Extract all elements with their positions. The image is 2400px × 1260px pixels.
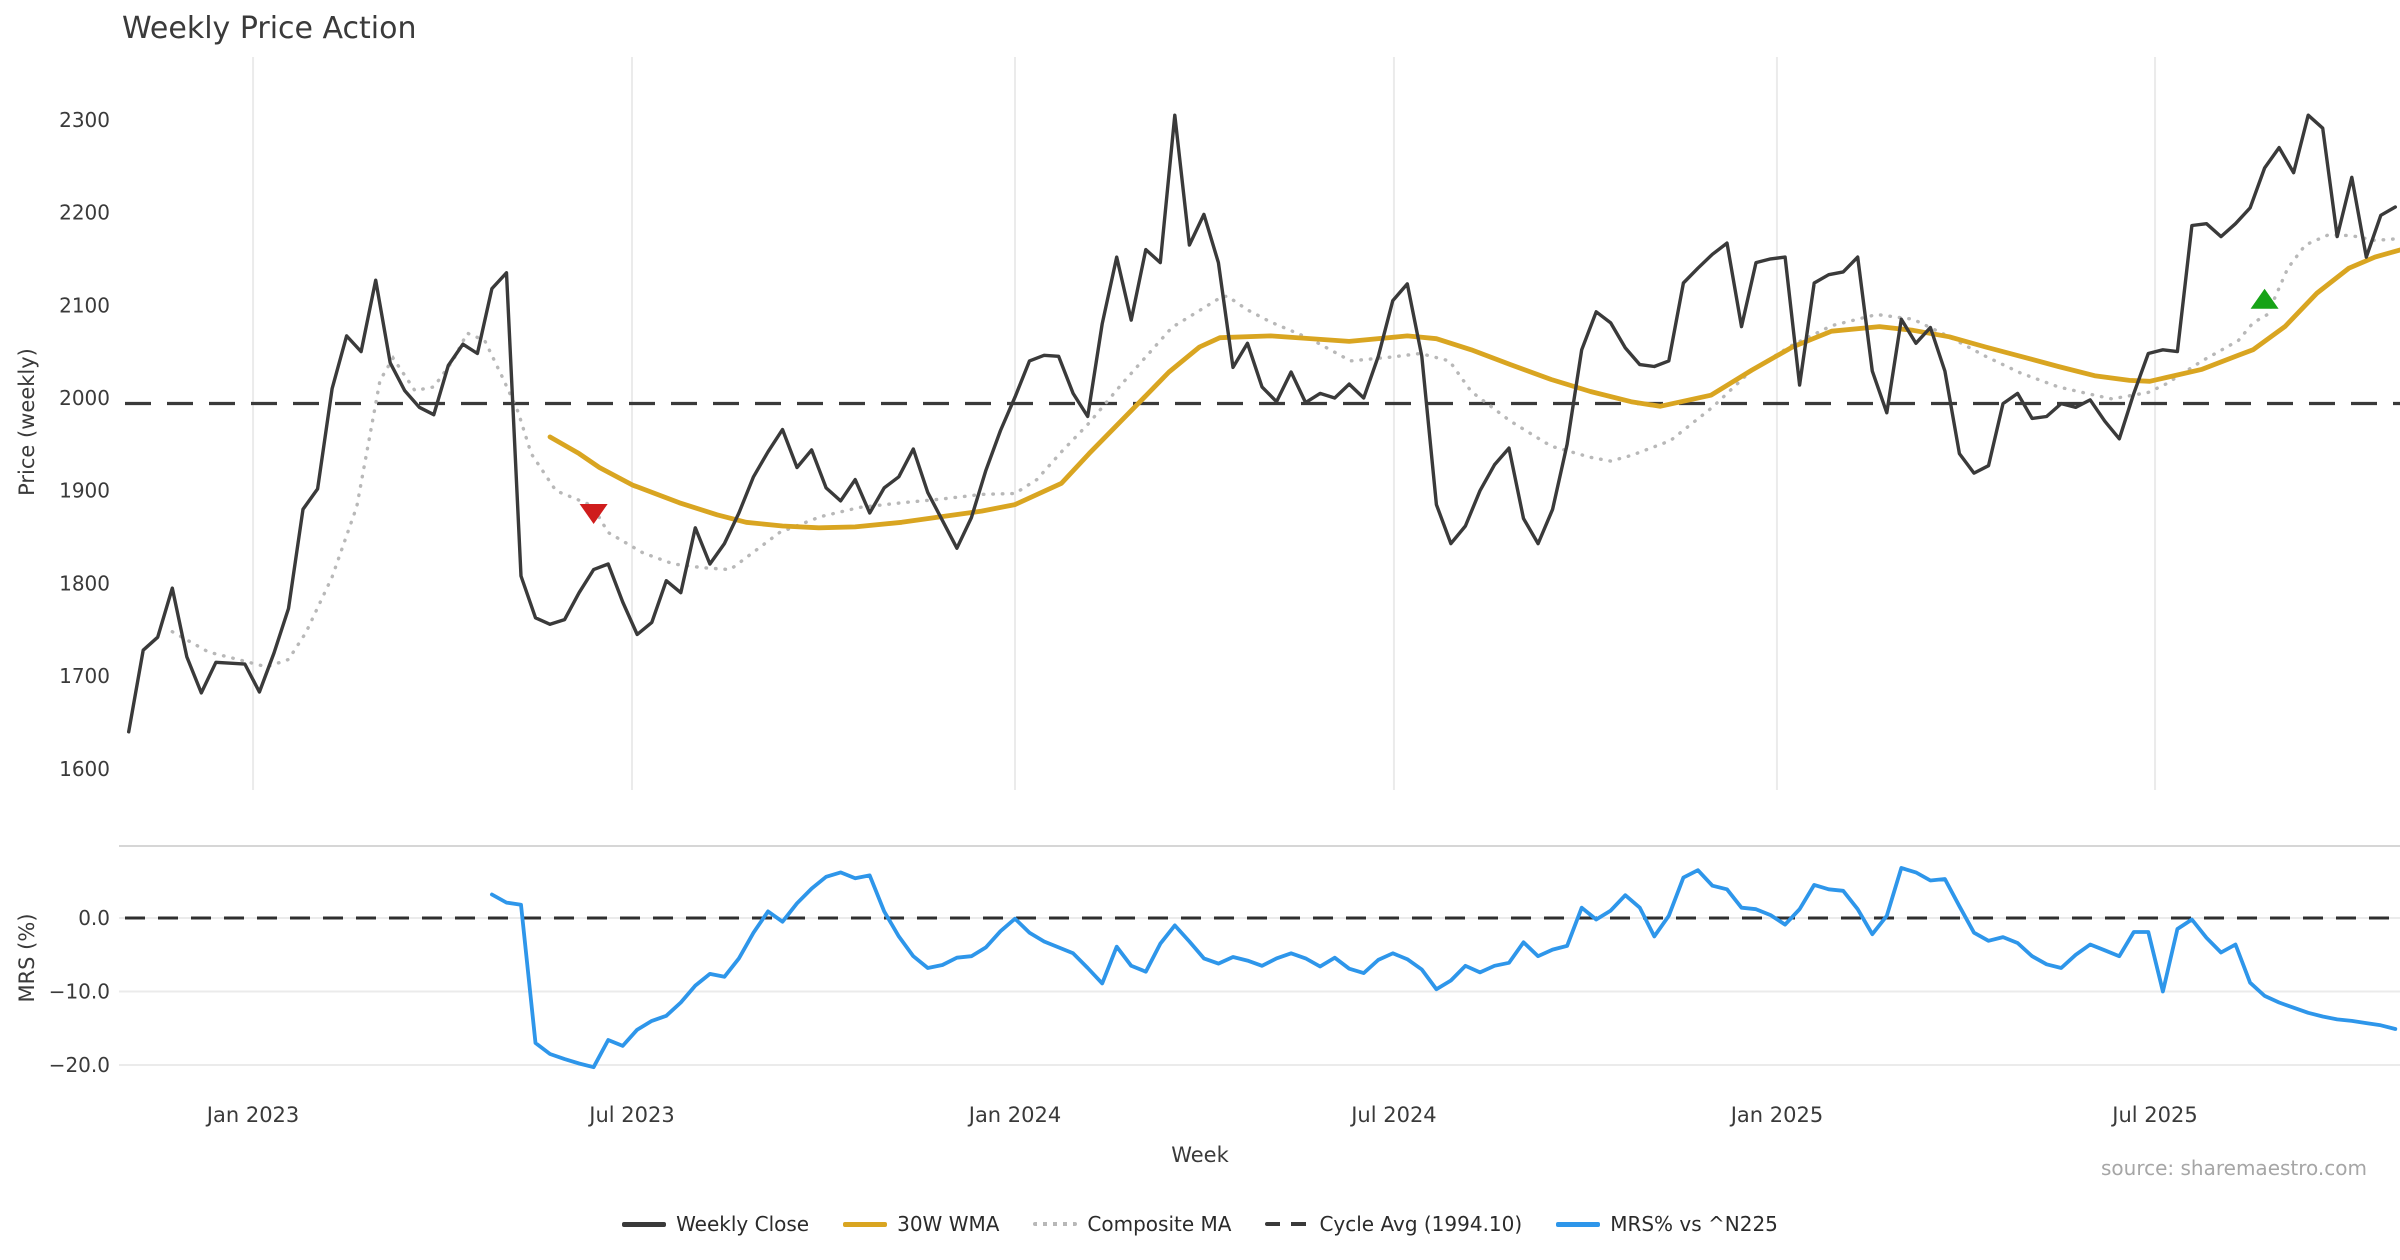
weekly-close-line-swatch-icon [622,1221,667,1227]
mrs-tick-label: −20.0 [49,1053,110,1077]
mrs-tick-label: 0.0 [78,906,110,930]
x-tick-label: Jul 2024 [1349,1103,1436,1127]
legend-item-composite-ma: Composite MA [1033,1212,1231,1236]
mrs-line [490,866,2398,1070]
legend-item-30w-wma: 30W WMA [843,1212,999,1236]
mrs-axis-label: MRS (%) [15,913,39,1003]
x-tick-label: Jul 2025 [2110,1103,2197,1127]
price-tick-label: 2000 [59,386,110,410]
x-axis-label: Week [1171,1143,1229,1167]
legend-label: 30W WMA [897,1212,1000,1236]
x-tick-label: Jul 2023 [587,1103,674,1127]
wma-30w-line [547,247,2400,531]
legend-label: Cycle Avg (1994.10) [1319,1212,1523,1236]
buy-signal-marker [2250,288,2279,309]
source-attribution: source: sharemaestro.com [2101,1156,2367,1180]
price-tick-label: 2100 [59,293,110,317]
price-axis-label: Price (weekly) [15,348,39,496]
composite-ma-line [170,233,2400,669]
mrs-panel-gridlines [119,845,2400,1066]
wma-line-swatch-icon [843,1221,888,1227]
price-tick-label: 1800 [59,571,110,595]
price-tick-label: 1900 [59,479,110,503]
x-tick-label: Jan 2025 [1729,1103,1824,1127]
price-tick-label: 2300 [59,108,110,132]
mrs-line-swatch-icon [1556,1221,1601,1227]
x-tick-label: Jan 2023 [205,1103,300,1127]
cycle-avg-line-swatch-icon [1265,1222,1310,1226]
tick-labels: 1600 1700 1800 1900 2000 2100 2200 2300 0.0 −10.0… [49,108,2198,1127]
legend-item-mrs: MRS% vs ^N225 [1556,1212,1778,1236]
legend-item-cycle-avg: Cycle Avg (1994.10) [1265,1212,1522,1236]
price-tick-label: 1700 [59,664,110,688]
legend-label: MRS% vs ^N225 [1610,1212,1778,1236]
mrs-tick-label: −10.0 [49,980,110,1004]
price-tick-label: 1600 [59,757,110,781]
weekly-close-line [126,113,2397,734]
chart-title: Weekly Price Action [122,11,417,46]
price-tick-label: 2200 [59,201,110,225]
chart-legend: Weekly Close 30W WMA Composite MA Cycle … [0,1212,2400,1236]
legend-label: Weekly Close [676,1212,810,1236]
sell-signal-marker [579,503,608,524]
legend-label: Composite MA [1087,1212,1232,1236]
composite-line-swatch-icon [1033,1222,1078,1226]
x-tick-label: Jan 2024 [967,1103,1062,1127]
price-panel-gridlines [252,57,2157,790]
legend-item-weekly-close: Weekly Close [622,1212,809,1236]
